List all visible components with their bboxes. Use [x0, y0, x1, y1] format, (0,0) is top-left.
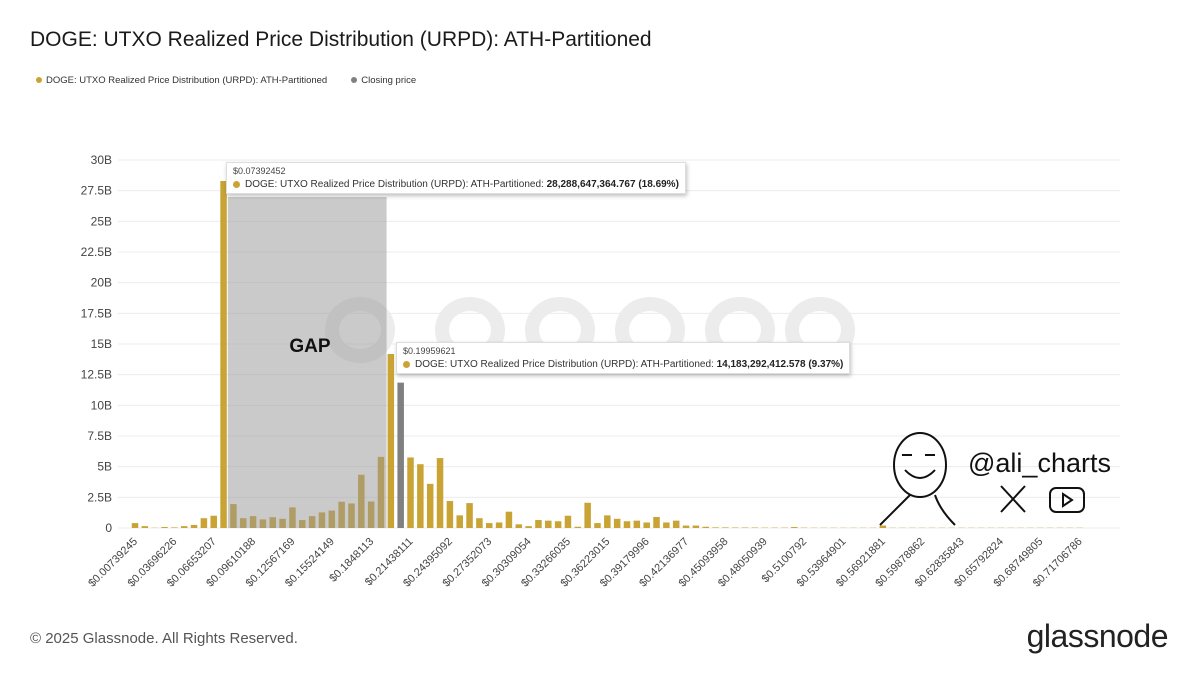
urpd-bar	[554, 521, 562, 528]
urpd-bar	[564, 515, 572, 528]
urpd-bar	[141, 526, 149, 528]
y-tick-label: 7.5B	[87, 429, 112, 443]
tooltip-value: 28,288,647,364.767 (18.69%)	[546, 179, 679, 190]
urpd-bar	[653, 516, 660, 528]
legend-label: DOGE: UTXO Realized Price Distribution (…	[46, 75, 328, 86]
urpd-bar	[604, 515, 611, 528]
urpd-bar	[426, 483, 434, 528]
gap-region	[227, 197, 387, 528]
y-tick-label: 12.5B	[81, 368, 112, 382]
urpd-bar	[387, 354, 395, 528]
tooltip-second: $0.19959621 DOGE: UTXO Realized Price Di…	[396, 342, 851, 374]
urpd-bar	[505, 511, 513, 528]
y-tick-label: 22.5B	[81, 245, 112, 259]
copyright: © 2025 Glassnode. All Rights Reserved.	[30, 630, 298, 647]
urpd-bar	[672, 520, 680, 528]
closing-price-bar	[397, 382, 404, 528]
urpd-bar	[200, 518, 208, 528]
urpd-bar	[545, 520, 552, 528]
y-tick-label: 2.5B	[87, 490, 112, 504]
legend-label: Closing price	[361, 75, 417, 86]
urpd-bar	[574, 526, 582, 528]
urpd-bar	[633, 520, 641, 528]
closing-dot-icon	[351, 77, 358, 84]
gap-label: GAP	[289, 336, 331, 357]
tooltip-series: DOGE: UTXO Realized Price Distribution (…	[245, 179, 544, 190]
urpd-bar	[584, 502, 591, 528]
urpd-bar	[663, 522, 670, 528]
urpd-bar	[220, 180, 227, 529]
tooltip-series: DOGE: UTXO Realized Price Distribution (…	[415, 359, 714, 370]
y-tick-label: 25B	[91, 214, 112, 228]
urpd-bar	[171, 527, 178, 528]
tooltip-price: $0.19959621	[403, 346, 456, 356]
y-tick-label: 10B	[91, 398, 112, 412]
urpd-bar	[702, 526, 709, 528]
urpd-bar	[466, 503, 473, 528]
urpd-bar	[791, 527, 798, 528]
urpd-bar	[594, 523, 601, 528]
urpd-bar	[131, 523, 139, 528]
urpd-bar	[623, 521, 631, 528]
urpd-bar	[476, 518, 483, 528]
brand-handle: @ali_charts	[968, 448, 1111, 478]
tooltip-price: $0.07392452	[233, 166, 286, 176]
urpd-bar	[436, 458, 444, 528]
urpd-bar	[722, 527, 729, 528]
legend-item-closing[interactable]: Closing price	[351, 75, 416, 86]
urpd-bar	[446, 501, 454, 528]
chart-title: DOGE: UTXO Realized Price Distribution (…	[30, 28, 652, 51]
glassnode-logo[interactable]: glassnode	[1026, 618, 1169, 654]
urpd-bar	[180, 526, 188, 528]
urpd-bar	[210, 515, 217, 528]
tooltip-ath: $0.07392452 DOGE: UTXO Realized Price Di…	[226, 162, 686, 194]
urpd-bar	[535, 520, 542, 528]
urpd-bar	[525, 526, 532, 528]
y-tick-label: 20B	[91, 276, 112, 290]
y-tick-label: 0	[105, 521, 112, 535]
y-tick-label: 15B	[91, 337, 112, 351]
legend-item-urpd[interactable]: DOGE: UTXO Realized Price Distribution (…	[36, 75, 327, 86]
urpd-bar	[485, 523, 493, 528]
urpd-bar	[495, 522, 503, 528]
urpd-bar	[161, 527, 168, 528]
legend: DOGE: UTXO Realized Price Distribution (…	[36, 75, 416, 86]
urpd-bar	[712, 527, 719, 528]
y-tick-label: 17.5B	[81, 306, 112, 320]
urpd-bar	[879, 525, 887, 528]
y-tick-label: 5B	[97, 460, 112, 474]
tooltip-dot-icon	[233, 180, 240, 188]
urpd-bar	[417, 464, 424, 528]
urpd-bar	[692, 525, 700, 528]
tooltip-dot-icon	[403, 360, 410, 368]
urpd-bar	[456, 515, 463, 528]
urpd-dot-icon	[36, 77, 42, 84]
urpd-bar	[190, 524, 198, 528]
urpd-bar	[682, 525, 690, 528]
tooltip-value: 14,183,292,412.578 (9.37%)	[716, 359, 844, 370]
y-tick-label: 30B	[91, 153, 112, 167]
urpd-bar	[515, 524, 523, 528]
y-tick-label: 27.5B	[81, 184, 112, 198]
urpd-bar	[613, 518, 621, 528]
urpd-bar	[643, 522, 650, 528]
urpd-bar	[407, 457, 414, 528]
